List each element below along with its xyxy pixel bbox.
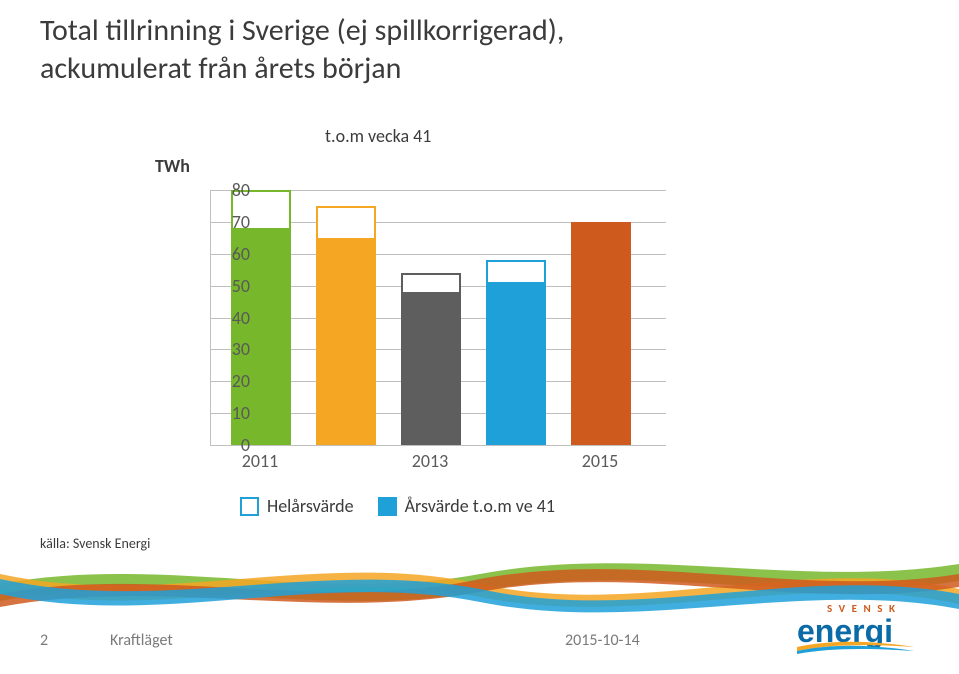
x-tick-label: 2015 [582, 450, 619, 472]
bar-arsvarde [401, 292, 461, 445]
y-axis-label: TWh [155, 155, 190, 177]
plot-area [210, 190, 666, 446]
chart-title: Total tillrinning i Sverige (ej spillkor… [40, 12, 840, 87]
x-tick-label: 2011 [242, 450, 279, 472]
title-line-1: Total tillrinning i Sverige (ej spillkor… [40, 12, 564, 49]
bar-arsvarde [571, 222, 631, 445]
y-tick-label: 80 [210, 179, 250, 201]
title-line-2: ackumulerat från årets början [40, 50, 401, 87]
chart-subtitle: t.o.m vecka 41 [325, 125, 431, 147]
y-tick-label: 60 [210, 243, 250, 265]
y-tick-label: 10 [210, 402, 250, 424]
x-tick-label: 2013 [412, 450, 449, 472]
footer-title: Kraftläget [110, 631, 173, 650]
footer-date: 2015-10-14 [565, 631, 640, 650]
legend-label: Helårsvärde [267, 495, 354, 517]
slide: Total tillrinning i Sverige (ej spillkor… [0, 0, 959, 674]
legend-swatch [240, 497, 259, 516]
y-tick-label: 30 [210, 338, 250, 360]
y-tick-label: 40 [210, 307, 250, 329]
legend-item: Helårsvärde [240, 495, 354, 517]
legend-label: Årsvärde t.o.m ve 41 [405, 495, 555, 517]
legend-swatch [378, 497, 397, 516]
bar-arsvarde [486, 282, 546, 445]
y-tick-label: 70 [210, 211, 250, 233]
bar-chart: 01020304050607080201120132015 [165, 190, 665, 485]
legend: Helårsvärde Årsvärde t.o.m ve 41 [240, 495, 555, 517]
svensk-energi-logo: S V E N S Kenergi [779, 600, 919, 654]
y-tick-label: 20 [210, 370, 250, 392]
bar-arsvarde [316, 238, 376, 445]
legend-item: Årsvärde t.o.m ve 41 [378, 495, 555, 517]
page-number: 2 [40, 631, 48, 650]
y-tick-label: 50 [210, 275, 250, 297]
